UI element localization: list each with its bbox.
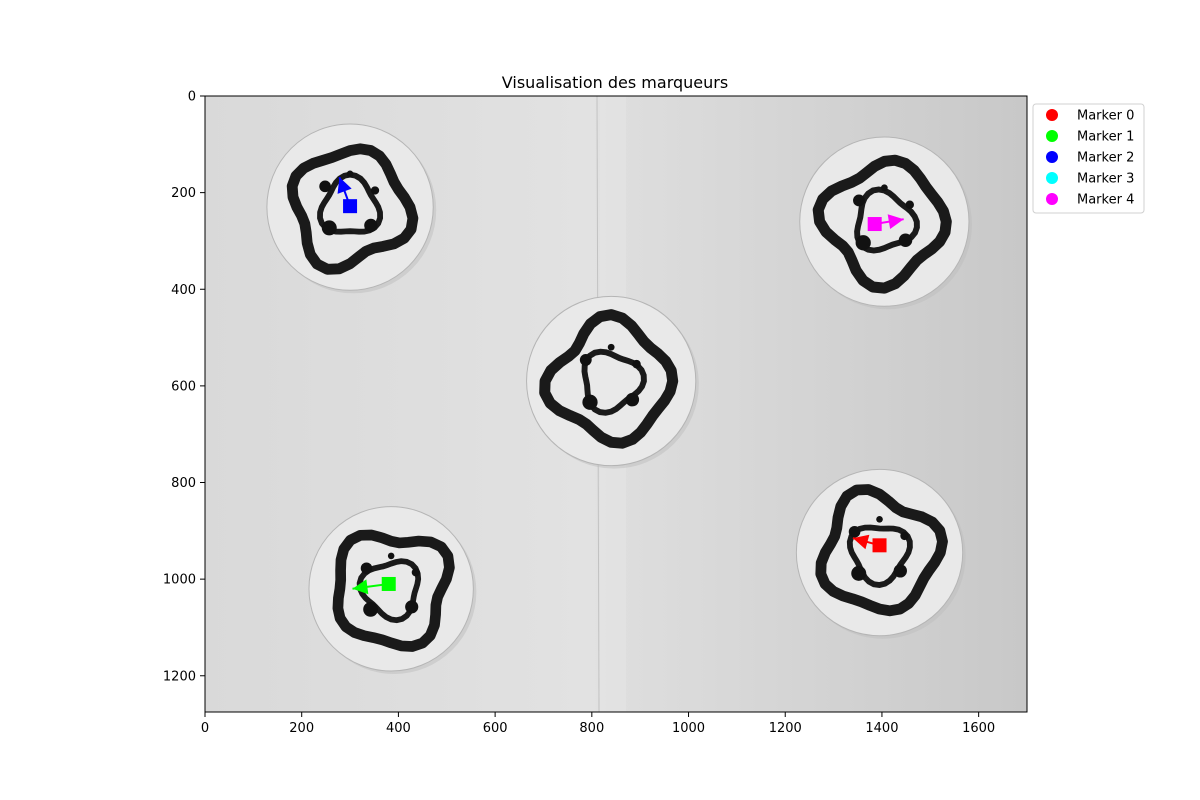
legend-label: Marker 2 <box>1077 151 1134 166</box>
y-tick-label: 1200 <box>163 669 196 684</box>
legend-label: Marker 4 <box>1077 193 1134 208</box>
background-photo <box>205 96 1027 712</box>
legend-label: Marker 1 <box>1077 130 1134 145</box>
legend: Marker 0 Marker 1 Marker 2 Marker 3 Marker 4 <box>1032 103 1145 214</box>
marker-2-position-marker <box>343 199 358 214</box>
x-tick-label: 1000 <box>672 721 705 736</box>
chart-title: Visualisation des marqueurs <box>502 73 728 92</box>
marker-1-arrowhead <box>352 579 369 595</box>
legend-label: Marker 3 <box>1077 172 1134 187</box>
photo-tag <box>526 295 699 469</box>
y-tick-label: 800 <box>171 476 196 491</box>
legend-swatch <box>1046 151 1058 163</box>
marker-4-position-marker <box>867 217 882 232</box>
x-tick-label: 1200 <box>769 721 802 736</box>
x-tick-label: 200 <box>289 721 314 736</box>
x-tick-label: 400 <box>386 721 411 736</box>
legend-label: Marker 0 <box>1077 109 1134 124</box>
legend-swatch <box>1046 109 1058 121</box>
x-tick-label: 1600 <box>962 721 995 736</box>
legend-swatch <box>1046 172 1058 184</box>
y-tick-label: 600 <box>171 379 196 394</box>
marker-2-arrowhead <box>337 177 352 194</box>
plot-frame <box>204 95 1028 713</box>
photo-tag <box>795 468 966 639</box>
marker-0-arrowhead <box>852 534 870 550</box>
y-tick-label: 0 <box>188 90 196 105</box>
legend-swatch <box>1046 193 1058 205</box>
y-tick-label: 200 <box>171 186 196 201</box>
x-tick-label: 600 <box>483 721 508 736</box>
y-tick-label: 1000 <box>163 573 196 588</box>
x-tick-label: 0 <box>201 721 209 736</box>
marker-4-arrowhead <box>887 214 904 230</box>
x-tick-label: 1400 <box>865 721 898 736</box>
marker-1-position-marker <box>381 576 396 591</box>
y-tick-label: 400 <box>171 283 196 298</box>
marker-0-position-marker <box>872 538 887 553</box>
legend-swatch <box>1046 130 1058 142</box>
legend-box <box>1032 103 1145 214</box>
x-tick-label: 800 <box>579 721 604 736</box>
